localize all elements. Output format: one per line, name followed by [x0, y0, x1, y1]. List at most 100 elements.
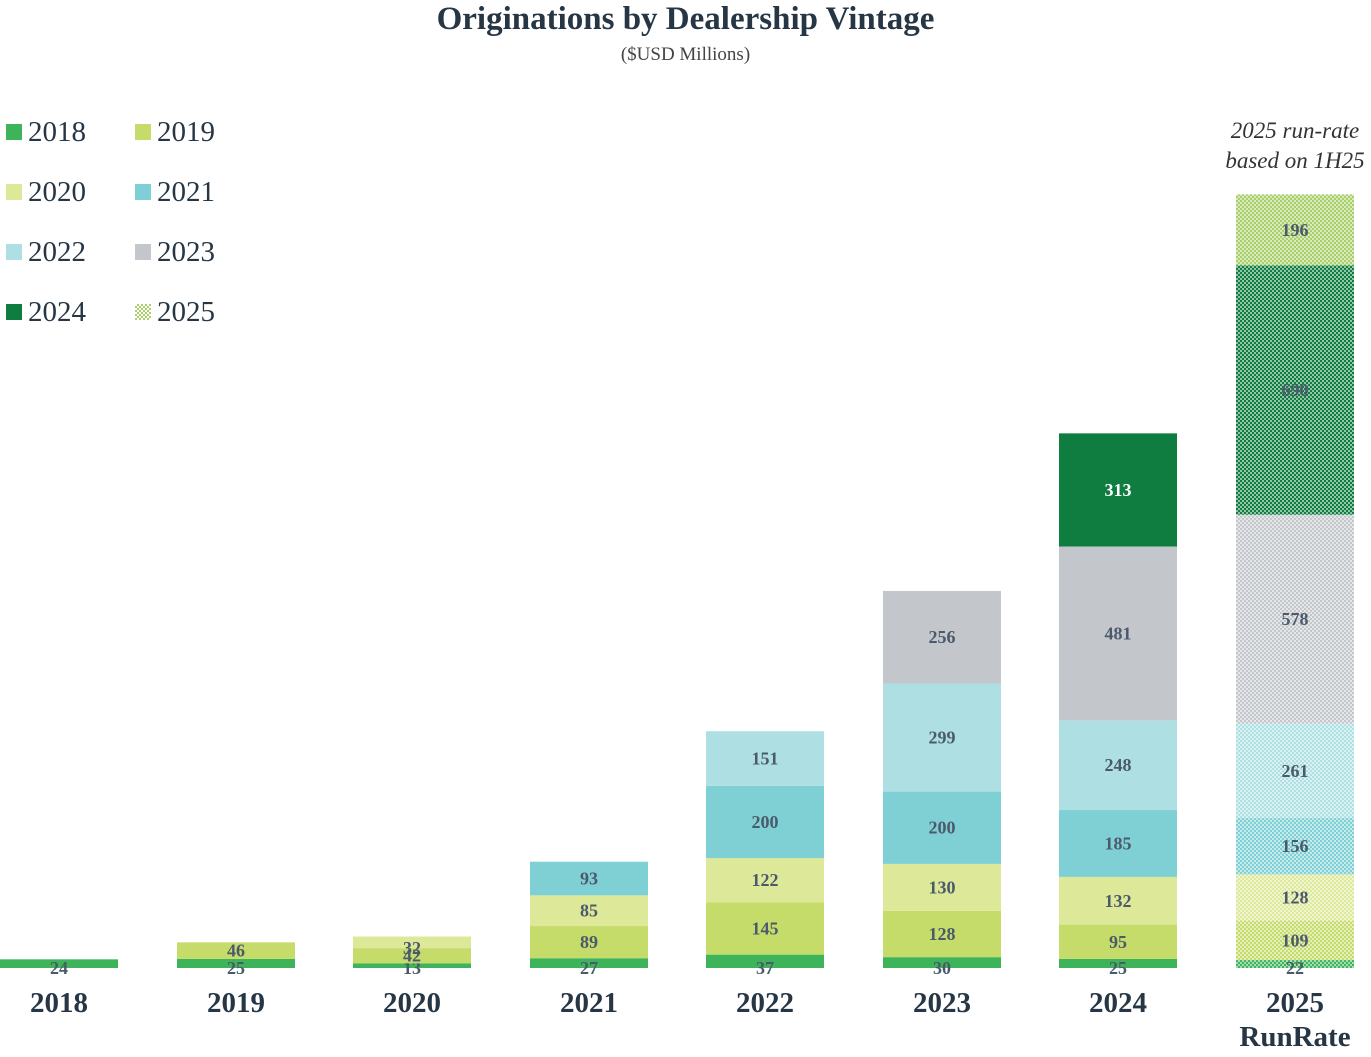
data-label-2022-vintage-2022: 151: [752, 749, 779, 769]
legend-label-2023: 2023: [157, 235, 215, 268]
bar-segment-2025-vintage-2024: [1236, 265, 1354, 515]
bar-segment-2025-vintage-2025: [1236, 194, 1354, 266]
x-tick-label-2020: 2020: [383, 987, 441, 1019]
data-label-2024-vintage-2020: 132: [1105, 891, 1132, 911]
data-label-2018-vintage-2018: 24: [50, 958, 68, 978]
chart-subtitle: ($USD Millions): [620, 44, 751, 65]
data-label-2024-vintage-2019: 95: [1109, 932, 1127, 952]
data-label-2024-vintage-2018: 25: [1109, 958, 1127, 978]
bar-segment-2023-vintage-2023: [883, 590, 1001, 684]
legend-swatch-2021: [135, 184, 151, 200]
data-label-2019-vintage-2018: 25: [227, 958, 245, 978]
bar-segment-2025-vintage-2018: [1236, 960, 1354, 968]
chart-title: Originations by Dealership Vintage: [436, 1, 935, 37]
data-label-2021-vintage-2018: 27: [580, 958, 598, 978]
bar-segment-2022-vintage-2019: [706, 902, 824, 955]
legend-item-2025: 2025: [135, 292, 215, 332]
x-tick-label-2021: 2021: [560, 987, 618, 1019]
x-tick-label-2022: 2022: [736, 987, 794, 1019]
bar-stack-2024: 25 95 132 185 248 481 313: [1059, 433, 1177, 978]
bar-segment-2018-vintage-2018: [0, 959, 118, 968]
legend-label-2020: 2020: [28, 175, 86, 208]
x-tick-sublabel-2025: RunRate: [1239, 1021, 1350, 1053]
legend-item-2020: 2020: [6, 172, 86, 212]
data-label-2022-vintage-2019: 145: [752, 918, 779, 938]
data-label-2022-vintage-2021: 200: [752, 812, 779, 832]
legend-item-2023: 2023: [135, 232, 215, 272]
legend-label-2021: 2021: [157, 175, 215, 208]
bar-segment-2023-vintage-2018: [883, 957, 1001, 968]
data-label-2025-vintage-2023: 578: [1282, 609, 1309, 629]
bar-segment-2021-vintage-2018: [530, 958, 648, 968]
legend-swatch-2023: [135, 244, 151, 260]
x-tick-label-2018: 2018: [30, 987, 88, 1019]
bar-segment-2022-vintage-2022: [706, 731, 824, 786]
bar-segment-2025-vintage-2021: [1236, 817, 1354, 875]
run-rate-annotation: 2025 run-rate based on 1H25: [1200, 116, 1371, 176]
data-label-2023-vintage-2023: 256: [929, 627, 956, 647]
bar-segment-2020-vintage-2020: [353, 936, 471, 949]
legend-item-2018: 2018: [6, 112, 86, 152]
legend-item-2021: 2021: [135, 172, 215, 212]
bar-stack-2022: 37 145 122 200 151: [706, 731, 824, 978]
data-label-2024-vintage-2021: 185: [1105, 833, 1132, 853]
legend-label-2018: 2018: [28, 115, 86, 148]
legend-swatch-2018: [6, 124, 22, 140]
data-label-2023-vintage-2021: 200: [929, 818, 956, 838]
bar-segment-2024-vintage-2018: [1059, 958, 1177, 968]
bar-segment-2025-vintage-2022: [1236, 723, 1354, 818]
annotation-line-1: 2025 run-rate: [1230, 118, 1360, 143]
x-tick-label-2019: 2019: [207, 987, 265, 1019]
data-label-2025-vintage-2022: 261: [1282, 761, 1309, 781]
bar-segment-2023-vintage-2020: [883, 863, 1001, 911]
legend-swatch-2019: [135, 124, 151, 140]
data-label-2021-vintage-2019: 89: [580, 932, 598, 952]
x-tick-label-2023: 2023: [913, 987, 971, 1019]
data-label-2025-vintage-2024: 690: [1282, 380, 1309, 400]
bar-segment-2024-vintage-2022: [1059, 720, 1177, 811]
data-label-2022-vintage-2018: 37: [756, 958, 774, 978]
data-label-2021-vintage-2020: 85: [580, 901, 598, 921]
legend-label-2019: 2019: [157, 115, 215, 148]
legend-item-2019: 2019: [135, 112, 215, 152]
legend-label-2024: 2024: [28, 295, 86, 328]
legend-label-2025: 2025: [157, 295, 215, 328]
bar-segment-2022-vintage-2021: [706, 785, 824, 859]
bar-stack-2018: 24: [0, 958, 118, 978]
data-label-2020-vintage-2019: 42: [403, 946, 421, 966]
bar-segment-2024-vintage-2023: [1059, 546, 1177, 721]
bar-segment-2024-vintage-2020: [1059, 876, 1177, 925]
x-tick-label-2025: 2025: [1266, 987, 1324, 1019]
data-label-2019-vintage-2019: 46: [227, 941, 245, 961]
bar-stack-2025: 22 109 128 156 261 578 690 196: [1236, 194, 1354, 978]
legend-label-2022: 2022: [28, 235, 86, 268]
legend-swatch-2025: [135, 304, 151, 320]
bar-segment-2023-vintage-2019: [883, 910, 1001, 958]
data-label-2023-vintage-2018: 30: [933, 958, 951, 978]
bar-segment-2025-vintage-2023: [1236, 514, 1354, 724]
bar-segment-2023-vintage-2022: [883, 683, 1001, 792]
legend-swatch-2022: [6, 244, 22, 260]
data-label-2025-vintage-2020: 128: [1282, 888, 1309, 908]
data-label-2022-vintage-2020: 122: [752, 870, 779, 890]
bar-segment-2020-vintage-2018: [353, 963, 471, 968]
bar-segment-2022-vintage-2018: [706, 954, 824, 968]
bar-segment-2021-vintage-2019: [530, 926, 648, 959]
data-label-2020-vintage-2020: 32: [403, 938, 421, 958]
data-label-2025-vintage-2018: 22: [1286, 958, 1304, 978]
data-label-2024-vintage-2022: 248: [1105, 755, 1132, 775]
bar-segment-2019-vintage-2018: [177, 958, 295, 968]
bar-segment-2022-vintage-2020: [706, 858, 824, 903]
data-label-2023-vintage-2020: 130: [929, 877, 956, 897]
bar-segment-2024-vintage-2019: [1059, 924, 1177, 959]
bar-segment-2025-vintage-2020: [1236, 874, 1354, 921]
bar-segment-2020-vintage-2019: [353, 948, 471, 964]
data-label-2023-vintage-2022: 299: [929, 728, 956, 748]
bar-stack-2021: 27 89 85 93: [530, 861, 648, 978]
data-label-2025-vintage-2025: 196: [1282, 220, 1309, 240]
bar-segment-2025-vintage-2019: [1236, 920, 1354, 961]
bar-segment-2021-vintage-2021: [530, 861, 648, 896]
